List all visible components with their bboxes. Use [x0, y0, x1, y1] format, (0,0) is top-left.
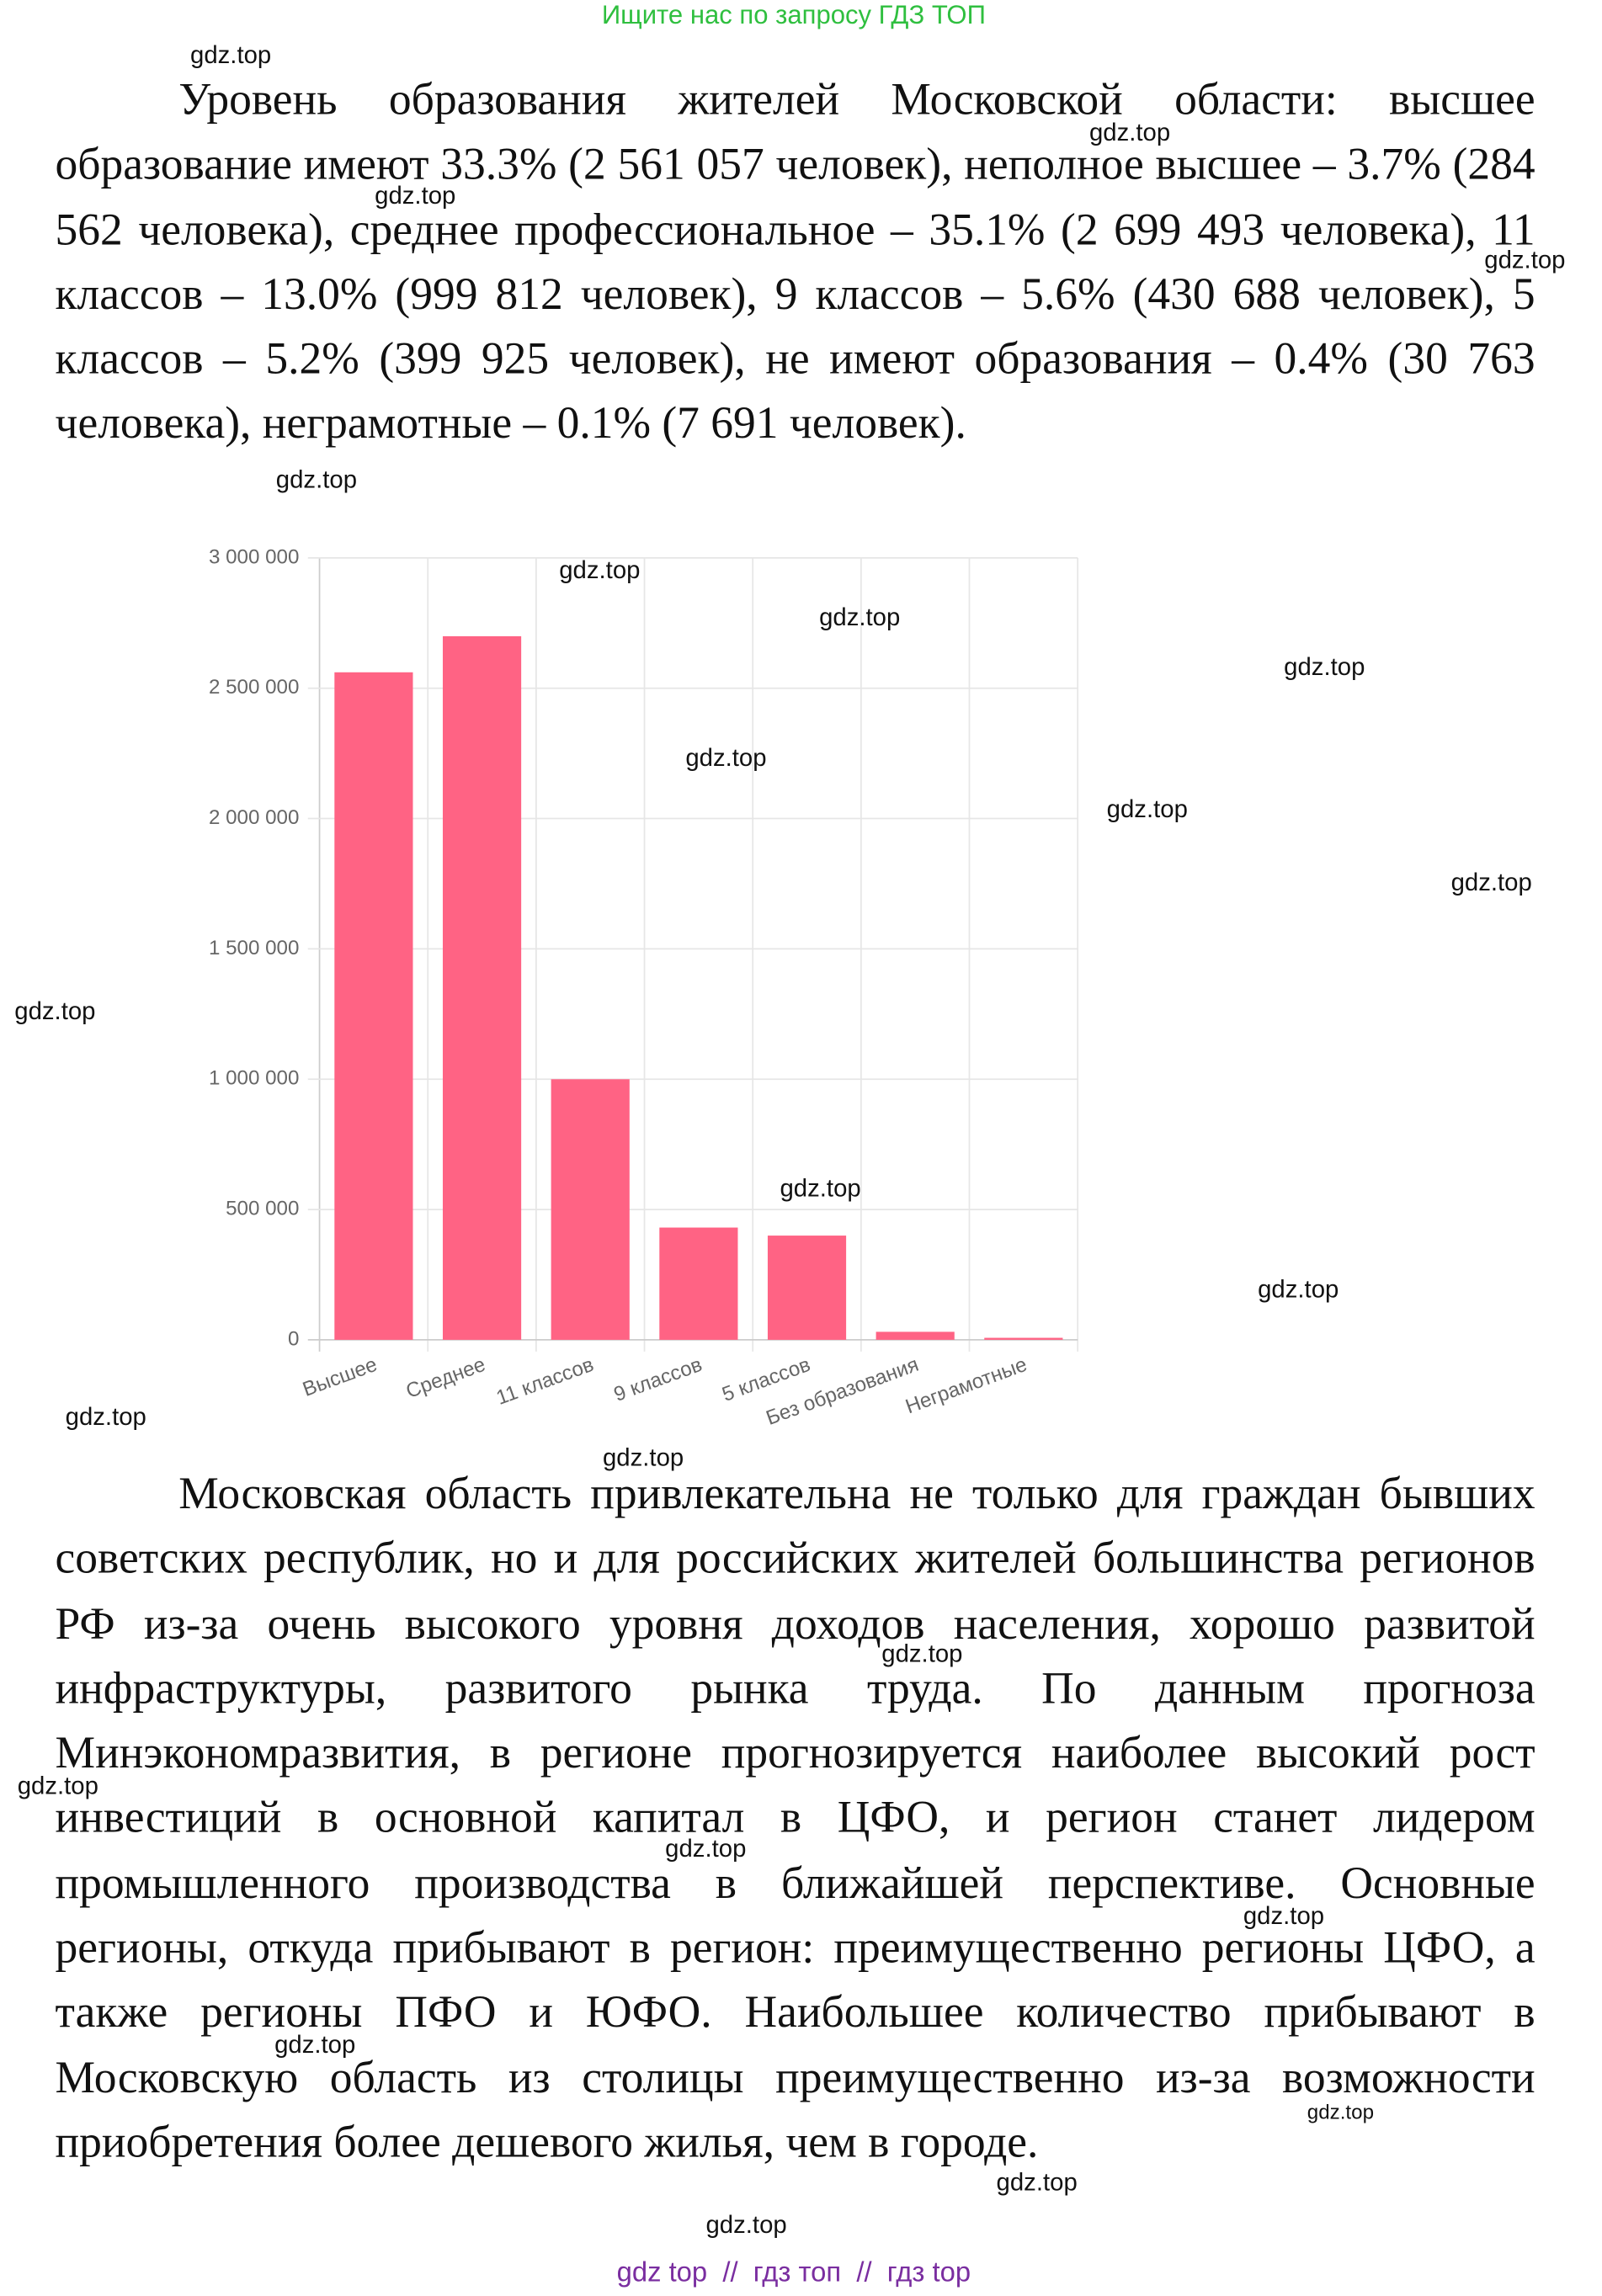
watermark: gdz.top: [1106, 795, 1188, 823]
watermark: gdz.top: [819, 603, 901, 631]
x-tick-label: Неграмотные: [902, 1353, 1030, 1419]
watermark: gdz.top: [1484, 246, 1566, 274]
watermark: gdz.top: [1450, 868, 1532, 896]
watermark: gdz.top: [17, 1772, 98, 1800]
bar: [984, 1337, 1063, 1340]
watermark: gdz.top: [665, 1834, 747, 1863]
watermark: gdz.top: [375, 181, 456, 210]
watermark: gdz.top: [65, 1402, 146, 1431]
footer-links[interactable]: gdz top // гдз топ // гдз top: [616, 2257, 971, 2289]
watermark: gdz.top: [1088, 118, 1171, 146]
watermark: gdz.top: [559, 556, 641, 585]
x-tick-label: 11 классов: [493, 1353, 597, 1410]
watermark: gdz.top: [190, 40, 272, 69]
watermark: gdz.top: [1258, 1275, 1339, 1304]
bar: [442, 635, 522, 1340]
watermark: gdz.top: [881, 1640, 963, 1668]
watermark: gdz.top: [1243, 1902, 1325, 1931]
watermark: gdz.top: [996, 2168, 1078, 2197]
watermark: gdz.top: [780, 1174, 861, 1203]
watermark: gdz.top: [685, 743, 767, 772]
x-tick-label: 9 классов: [611, 1353, 705, 1406]
y-tick-label: 1 500 000: [209, 937, 299, 959]
watermark: gdz.top: [274, 2031, 356, 2059]
x-tick-label: Среднее: [403, 1353, 488, 1403]
y-tick-label: 0: [288, 1327, 299, 1350]
paragraph: Уровень образования жителей Московской о…: [55, 72, 1535, 449]
bar: [659, 1227, 738, 1340]
watermark: gdz.top: [602, 1443, 684, 1472]
x-tick-label: Высшее: [300, 1353, 380, 1401]
watermark: gdz.top: [1284, 652, 1365, 682]
bar: [767, 1236, 847, 1340]
y-tick-label: 2 500 000: [209, 676, 299, 699]
bar: [876, 1331, 955, 1340]
y-tick-label: 500 000: [226, 1197, 299, 1220]
y-tick-label: 2 000 000: [209, 806, 299, 829]
watermark: gdz.top: [275, 465, 358, 494]
y-tick-label: 1 000 000: [209, 1067, 299, 1090]
header-link[interactable]: Ищите нас по запросу ГДЗ ТОП: [601, 0, 986, 29]
bar: [551, 1079, 630, 1340]
paragraph: Московская область привлекательна не тол…: [55, 1467, 1535, 2167]
watermark: gdz.top: [1307, 2099, 1375, 2123]
watermark: gdz.top: [705, 2211, 787, 2240]
watermark: gdz.top: [14, 997, 96, 1025]
bar: [334, 672, 413, 1340]
y-tick-label: 3 000 000: [209, 545, 299, 568]
